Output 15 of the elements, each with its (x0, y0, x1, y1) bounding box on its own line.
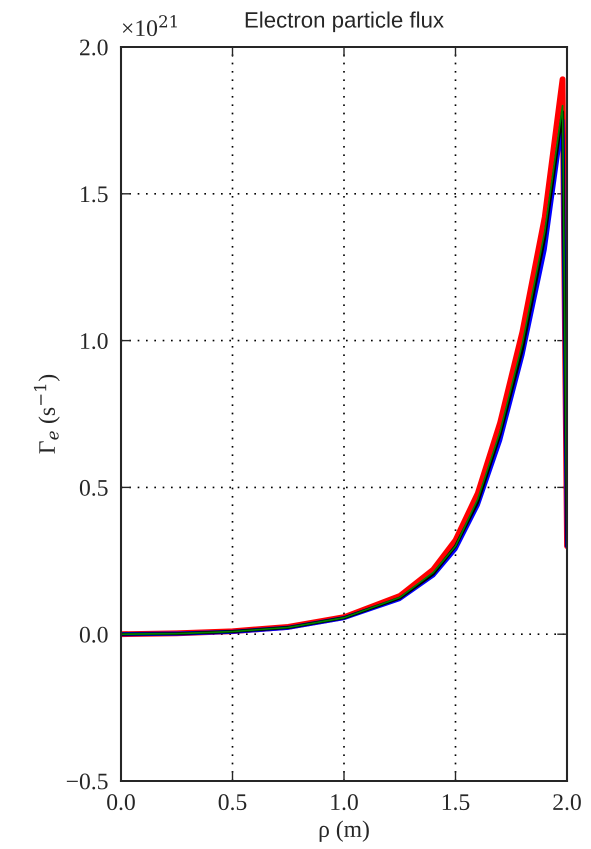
chart-title: Electron particle flux (246, 11, 444, 32)
text: ×10$^{21}$ (122, 15, 177, 36)
y-tick-label: 0.0 (80, 626, 108, 643)
x-tick-label: 1.5 (442, 794, 470, 810)
x-tick-label: 0.5 (218, 794, 246, 810)
y-tick-label: −0.5 (66, 773, 108, 790)
x-tick-label: 1.0 (331, 794, 358, 810)
y-tick-label: 1.5 (81, 186, 108, 202)
y-tick-label: 2.0 (80, 39, 108, 56)
y-axis-title: Γ$_{e}$ (s$^{−1}$) (34, 374, 60, 454)
x-tick-label: 0.0 (107, 794, 135, 810)
y-tick-label: 1.0 (81, 333, 108, 350)
x-tick-label: 2.0 (553, 794, 581, 810)
y-tick-label: 0.5 (80, 480, 108, 496)
x-axis-title: ρ (m) (320, 820, 369, 842)
